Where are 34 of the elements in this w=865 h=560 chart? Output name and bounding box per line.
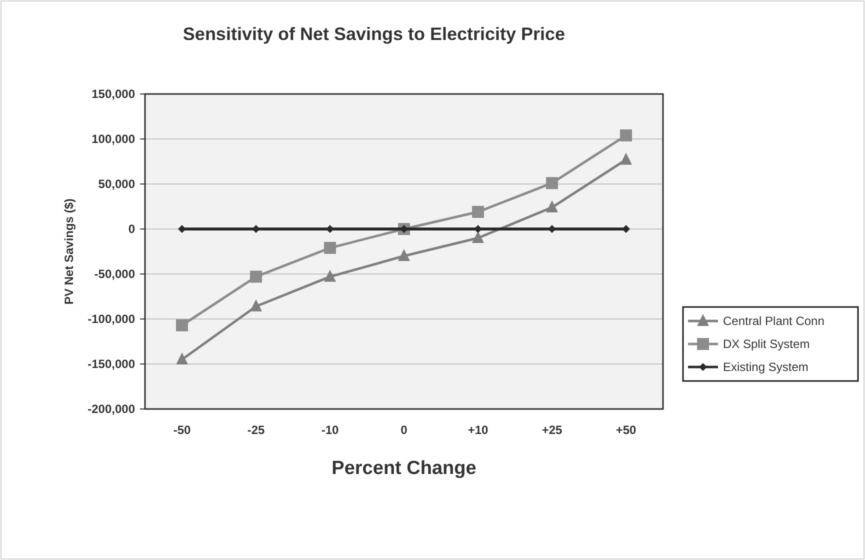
point (176, 352, 188, 364)
legend-label: Central Plant Conn (723, 314, 824, 328)
x-tick-label: -10 (321, 423, 339, 437)
y-axis-title: PV Net Savings ($) (62, 198, 76, 305)
point (620, 152, 632, 165)
y-tick-label: -100,000 (88, 312, 136, 326)
x-axis-title: Percent Change (332, 458, 476, 479)
x-tick-label: 0 (400, 423, 408, 437)
point (472, 231, 484, 243)
point (250, 299, 262, 312)
x-tick-label: -50 (173, 423, 191, 437)
x-tick-label: +25 (542, 423, 562, 437)
point (472, 206, 484, 218)
point (250, 270, 262, 283)
y-tick-label: 50,000 (98, 177, 136, 192)
x-tick-label: -25 (247, 423, 265, 437)
y-tick-label: 150,000 (92, 87, 136, 102)
y-tick-label: -200,000 (88, 402, 136, 416)
point (324, 242, 336, 254)
legend-label: Existing System (723, 360, 808, 374)
y-tick-label: 100,000 (92, 132, 136, 146)
point (398, 249, 410, 261)
y-tick-label: 0 (128, 222, 136, 236)
y-tick-label: -150,000 (88, 357, 136, 372)
point (324, 270, 336, 282)
x-tick-label: +10 (468, 423, 488, 437)
point (176, 319, 188, 332)
point (546, 200, 558, 212)
point (620, 129, 632, 142)
y-tick-label: -50,000 (94, 267, 136, 282)
x-tick-label: +50 (616, 423, 636, 437)
chart-title: Sensitivity of Net Savings to Electricity Price (182, 24, 566, 44)
point (546, 177, 558, 190)
legend-label: DX Split System (723, 337, 810, 352)
